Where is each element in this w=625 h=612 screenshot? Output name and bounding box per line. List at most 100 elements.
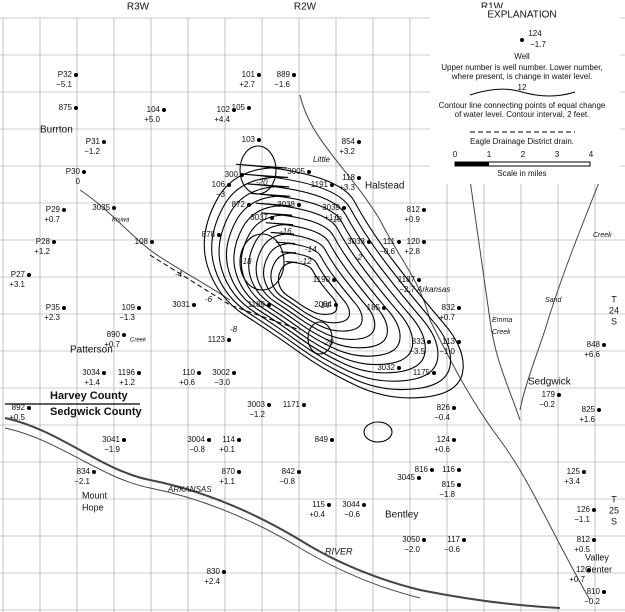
well-marker (457, 468, 461, 472)
well-number: 126 (577, 505, 591, 514)
contour-line (270, 251, 351, 324)
scale-tick: 1 (487, 150, 492, 159)
well-number: 113 (442, 337, 455, 346)
well-marker (342, 206, 346, 210)
well-marker (307, 170, 311, 174)
well-number: 2084 (314, 300, 332, 309)
well-change: +0.1 (219, 445, 235, 454)
well-marker (257, 73, 261, 77)
well-change: −0.8 (279, 477, 295, 486)
well-change: −3 (216, 190, 226, 199)
contour-label: -8 (230, 325, 238, 334)
contour-line (255, 231, 376, 340)
well-change: −1.8 (439, 490, 455, 499)
well-change: −1.9 (104, 445, 120, 454)
well-marker (397, 366, 401, 370)
place-label: Creek (130, 338, 147, 344)
well-text: Upper number is well number. Lower numbe… (441, 63, 602, 72)
well-change: +1.1 (219, 477, 235, 486)
well: 3039+1.1 (322, 203, 346, 222)
well-number: 3045 (397, 473, 415, 482)
contour-label: -18 (240, 257, 252, 266)
well: 834−2.1 (74, 467, 96, 486)
well-number: 114 (222, 435, 235, 444)
well: 109−1.3 (119, 303, 141, 322)
well-number: 825 (582, 405, 596, 414)
place-label: Harvey County (50, 390, 129, 402)
place-label: Sand (545, 297, 562, 304)
well: 889−1.6 (274, 70, 296, 89)
well-number: 3033 (347, 237, 365, 246)
sample-contour (469, 88, 576, 97)
well-change: −1.6 (274, 80, 290, 89)
well-number: 3035 (92, 203, 110, 212)
well: P28+1.2 (34, 237, 56, 256)
arkansas-river (4, 417, 561, 609)
place-label: Bentley (385, 510, 418, 521)
well: 849 (315, 435, 334, 444)
well-number: 892 (12, 403, 26, 412)
contours (203, 145, 464, 443)
well-marker (430, 468, 434, 472)
scale-tick: 0 (453, 150, 458, 159)
well-marker (102, 140, 106, 144)
scale-tick: 3 (555, 150, 560, 159)
well: P27+3.1 (9, 270, 31, 289)
well-number: 1196 (118, 368, 136, 377)
township-label: 24 (609, 305, 619, 315)
explanation-box (430, 8, 620, 184)
well-marker (327, 503, 331, 507)
well-number: 104 (147, 105, 161, 114)
well-marker (334, 303, 338, 307)
well-number: 1189 (248, 300, 266, 309)
contour-label: -6 (205, 295, 213, 304)
well-caption: Well (514, 52, 530, 61)
well: 3041−1.9 (102, 435, 126, 454)
well-marker (452, 438, 456, 442)
well-number: 816 (415, 465, 429, 474)
well-marker (270, 216, 274, 220)
well-marker (162, 108, 166, 112)
well-marker (237, 438, 241, 442)
well-number: 3039 (322, 203, 340, 212)
well: 878 (202, 230, 221, 239)
well-number: 124 (437, 435, 451, 444)
well-number: 1187 (398, 275, 416, 284)
scale-fill (455, 162, 489, 166)
place-label: Center (585, 564, 612, 574)
well-change: −1.2 (84, 147, 100, 156)
well-change: +0.7 (439, 313, 455, 322)
well-number: 12 (576, 565, 585, 574)
well-change: −0.2 (539, 400, 555, 409)
well-marker (587, 568, 591, 572)
place-label: Hope (82, 502, 104, 512)
well-change: +3.1 (9, 280, 25, 289)
well-number: P28 (36, 237, 51, 246)
arkansas-river-bank (4, 427, 421, 599)
well: P32−5.1 (56, 70, 78, 89)
well-marker (217, 233, 221, 237)
well: 875 (59, 103, 78, 112)
place-label: Creek (492, 329, 511, 336)
well-number: P27 (11, 270, 26, 279)
well: 3037 (250, 213, 274, 222)
sample-marker (520, 38, 524, 42)
well-number: 125 (567, 467, 581, 476)
well-number: 185 (367, 303, 381, 312)
well-number: 815 (442, 480, 456, 489)
well: 1196+1.2 (118, 368, 141, 387)
well-number: 848 (587, 340, 601, 349)
well-number: P35 (46, 303, 61, 312)
well-marker (417, 278, 421, 282)
well-change: −1.2 (249, 410, 265, 419)
well-change: +0.6 (179, 378, 195, 387)
well: 3003−1.2 (247, 400, 271, 419)
well-marker (422, 538, 426, 542)
well-number: P30 (66, 167, 81, 176)
well-change: +1.2 (34, 247, 50, 256)
well-number: 1171 (283, 400, 301, 409)
well-number: 3003 (247, 400, 265, 409)
well: 2084 (314, 300, 338, 309)
well-number: 118 (342, 173, 355, 182)
well: 115+0.4 (309, 500, 331, 519)
